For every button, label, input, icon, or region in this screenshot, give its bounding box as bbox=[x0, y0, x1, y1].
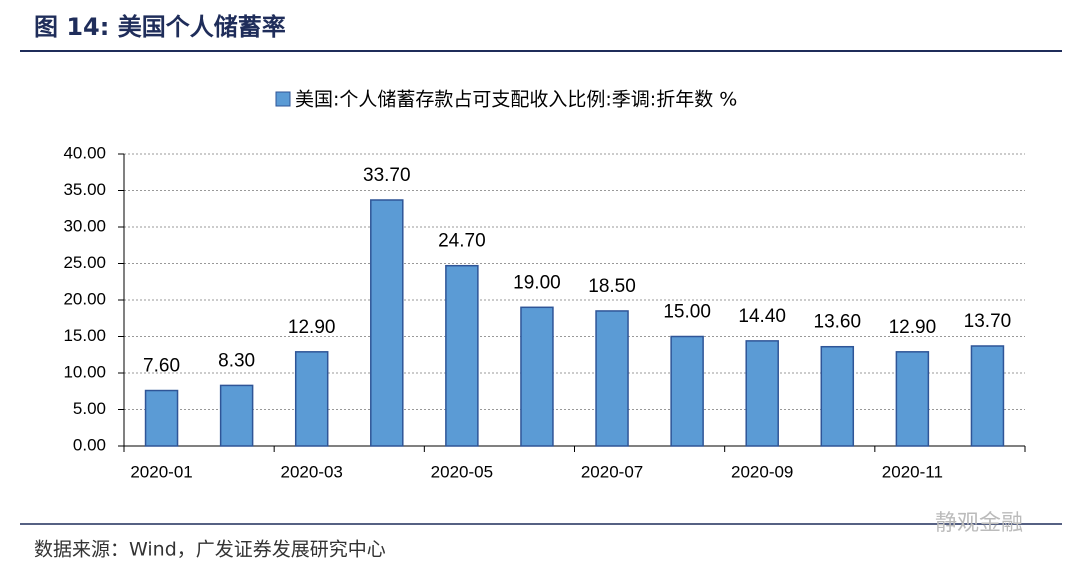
bar bbox=[895, 351, 930, 447]
bar bbox=[445, 264, 479, 447]
value-label: 33.70 bbox=[363, 165, 411, 186]
value-label: 8.30 bbox=[218, 350, 255, 371]
y-tick-label: 0.00 bbox=[73, 435, 106, 454]
y-tick-label: 25.00 bbox=[63, 253, 106, 272]
y-tick-label: 35.00 bbox=[63, 180, 106, 199]
legend-label: 美国:个人储蓄存款占可支配收入比例:季调:折年数 % bbox=[295, 89, 737, 111]
value-label: 7.60 bbox=[143, 356, 180, 377]
y-tick-label: 10.00 bbox=[63, 362, 106, 381]
x-tick-label: 2020-03 bbox=[281, 462, 343, 481]
bar bbox=[820, 345, 855, 447]
plot: 0.00 5.00 10.00 15.00 20.00 25.00 30.00 35.00 40… bbox=[63, 143, 1026, 481]
value-label: 14.40 bbox=[738, 306, 786, 327]
x-tick-label: 2020-11 bbox=[882, 462, 943, 481]
legend-swatch bbox=[275, 91, 291, 107]
value-label: 24.70 bbox=[438, 231, 486, 252]
y-tick-label: 20.00 bbox=[63, 289, 106, 308]
y-tick-label: 40.00 bbox=[63, 143, 106, 162]
y-tick-label: 30.00 bbox=[63, 216, 106, 235]
bar bbox=[745, 340, 779, 447]
value-label: 13.60 bbox=[814, 312, 862, 333]
value-label: 13.70 bbox=[964, 311, 1012, 332]
bar bbox=[595, 310, 629, 447]
x-tick-label: 2020-01 bbox=[130, 462, 192, 481]
figure-title: 图 14: 美国个人储蓄率 bbox=[34, 13, 286, 41]
x-tick-label: 2020-05 bbox=[431, 462, 493, 481]
watermark: 静观金融 bbox=[935, 511, 1023, 536]
bar bbox=[520, 306, 554, 447]
x-tick-label: 2020-07 bbox=[581, 462, 643, 481]
bar bbox=[294, 351, 329, 447]
value-label: 18.50 bbox=[588, 276, 636, 297]
value-label: 19.00 bbox=[513, 272, 561, 293]
value-label: 12.90 bbox=[288, 317, 336, 338]
bar bbox=[670, 335, 704, 447]
bar bbox=[219, 384, 254, 447]
bar bbox=[144, 389, 179, 447]
value-label: 12.90 bbox=[889, 317, 937, 338]
y-tick-label: 15.00 bbox=[63, 326, 106, 345]
value-label: 15.00 bbox=[663, 302, 711, 323]
bar bbox=[370, 199, 404, 447]
source-note: 数据来源：Wind，广发证券发展研究中心 bbox=[34, 539, 386, 561]
y-tick-label: 5.00 bbox=[73, 399, 106, 418]
bar bbox=[970, 345, 1005, 447]
x-tick-label: 2020-09 bbox=[731, 462, 793, 481]
